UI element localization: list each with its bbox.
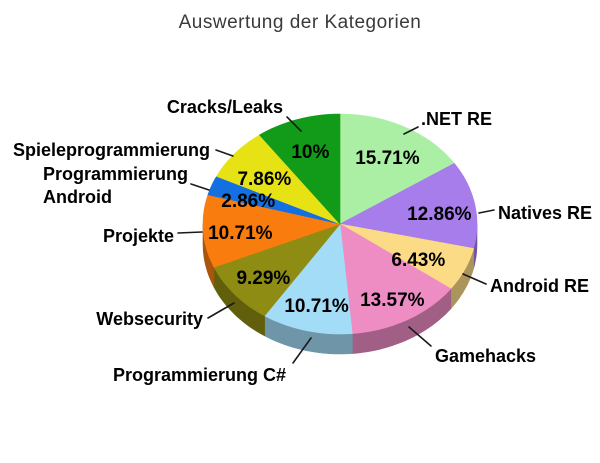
leader-line-programmierung-android [190,183,210,191]
pie-slice-net-re [339,113,455,225]
leader-line-net-re [403,126,419,135]
leader-line-projekte [177,231,203,234]
pie-slice-natives-re [339,163,478,249]
leader-line-gamehacks [408,326,432,347]
pie-slice-cracks-leaks [259,113,341,225]
leader-line-natives-re [478,209,495,214]
leader-line-android-re [462,273,487,285]
leader-line-websecurity [207,302,235,319]
pie-slice-projekte [202,194,342,268]
pie-slice-spieleprogrammierung [216,134,341,225]
pie-slice-programmierung-android [207,175,341,225]
pie-slice-websecurity [213,223,341,317]
pie-slice-programmierung-c [264,223,353,335]
pie-slice-gamehacks [339,223,452,334]
leader-line-spieleprogrammierung [215,149,234,157]
pie-slice-android-re [339,223,474,290]
leader-line-cracks-leaks [286,116,302,132]
leader-line-programmierung-c [292,337,312,364]
chart-title: Auswertung der Kategorien [178,12,422,33]
